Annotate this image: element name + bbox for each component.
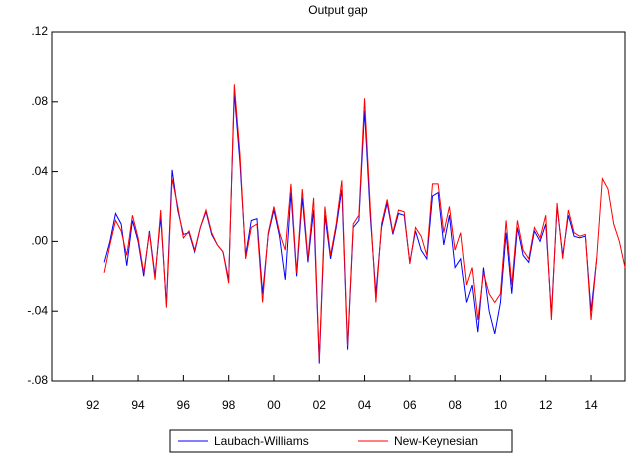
x-tick-label: 98 <box>222 398 236 412</box>
series-line <box>103 84 626 361</box>
y-tick-label: .00 <box>31 234 48 248</box>
x-tick-label: 08 <box>448 398 462 412</box>
x-tick-label: 02 <box>313 398 327 412</box>
x-tick-label: 92 <box>86 398 100 412</box>
y-tick-label: .12 <box>31 24 48 38</box>
x-tick-label: 06 <box>403 398 417 412</box>
y-tick-label: .08 <box>31 94 48 108</box>
x-tick-label: 10 <box>494 398 508 412</box>
x-tick-label: 96 <box>177 398 191 412</box>
legend-label: Laubach-Williams <box>214 434 309 448</box>
legend-label: New-Keynesian <box>394 434 478 448</box>
y-tick-label: .04 <box>31 164 48 178</box>
x-tick-label: 94 <box>131 398 145 412</box>
series-line <box>103 93 598 364</box>
plot-frame <box>51 31 626 382</box>
y-tick-label: -.08 <box>27 373 48 387</box>
legend-box <box>169 429 513 453</box>
chart-title: Output gap <box>308 3 368 17</box>
x-tick-label: 14 <box>584 398 598 412</box>
y-tick-label: -.04 <box>27 303 48 317</box>
x-tick-label: 04 <box>358 398 372 412</box>
x-tick-label: 00 <box>267 398 281 412</box>
x-tick-label: 12 <box>539 398 553 412</box>
